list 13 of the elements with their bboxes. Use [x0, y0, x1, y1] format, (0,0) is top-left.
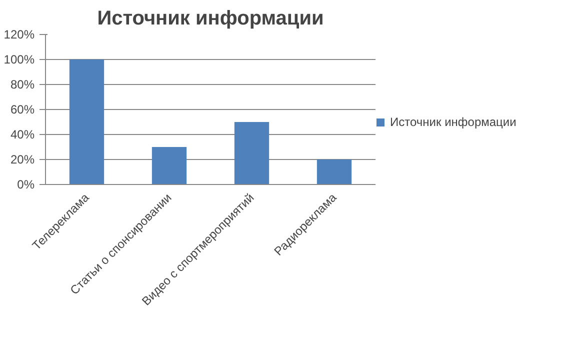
bar [234, 122, 270, 184]
bar [316, 160, 352, 184]
y-tick-label: 20% [10, 152, 35, 166]
bar [69, 60, 104, 184]
legend-label: Источник информации [390, 115, 516, 129]
y-tick-label: 40% [10, 128, 35, 142]
chart-title: Источник информации [97, 8, 324, 30]
y-tick-label: 0% [17, 178, 35, 192]
y-tick-label: 120% [4, 28, 35, 42]
y-tick-label: 80% [10, 78, 35, 92]
bar [152, 147, 187, 184]
y-tick-label: 100% [4, 52, 35, 66]
y-tick-label: 60% [10, 102, 35, 116]
